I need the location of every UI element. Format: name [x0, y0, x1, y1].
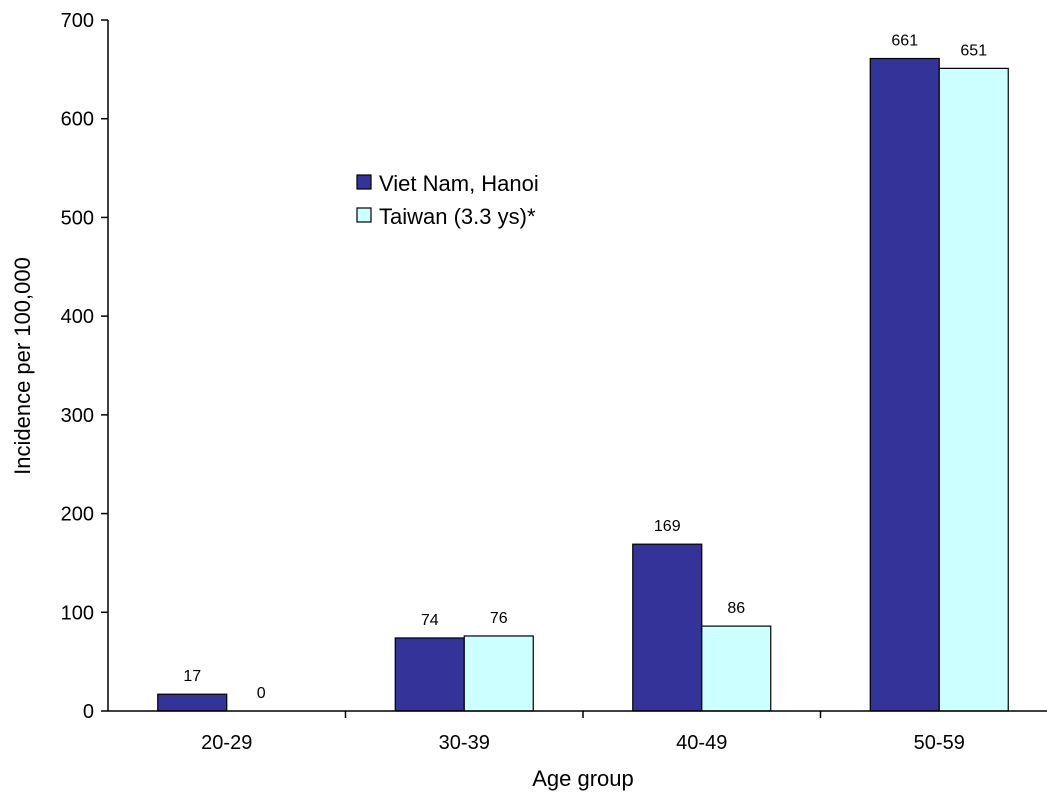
bar	[632, 543, 703, 712]
bar	[938, 67, 1009, 712]
data-label: 17	[183, 668, 201, 685]
bar	[869, 57, 940, 712]
data-label: 169	[654, 518, 681, 535]
legend-label: Taiwan (3.3 ys)*	[379, 204, 536, 229]
legend-swatch	[356, 174, 372, 190]
legend: Viet Nam, Hanoi Taiwan (3.3 ys)*	[356, 171, 539, 229]
y-tick-label: 600	[61, 109, 94, 131]
x-ticks: 20-29 30-39 40-49 50-59	[201, 711, 965, 754]
data-label: 661	[891, 32, 918, 49]
data-label: 74	[421, 612, 439, 629]
legend-swatch	[356, 207, 372, 223]
data-label: 651	[960, 42, 987, 59]
bar	[463, 635, 534, 712]
bars	[157, 57, 1009, 712]
y-tick-label: 300	[61, 405, 94, 427]
data-label: 0	[257, 685, 266, 702]
y-axis-title: Incidence per 100,000	[10, 257, 35, 475]
y-tick-label: 500	[61, 207, 94, 229]
x-tick-label: 30-39	[439, 732, 490, 754]
data-label: 76	[490, 610, 508, 627]
x-tick-label: 40-49	[676, 732, 727, 754]
x-tick-label: 50-59	[914, 732, 965, 754]
y-tick-label: 700	[61, 10, 94, 32]
y-tick-label: 0	[83, 701, 94, 723]
bar	[157, 693, 228, 712]
x-tick-label: 20-29	[201, 732, 252, 754]
data-label: 86	[727, 600, 745, 617]
y-tick-label: 200	[61, 504, 94, 526]
y-ticks: 0 100 200 300 400 500 600 700	[61, 10, 108, 723]
legend-label: Viet Nam, Hanoi	[379, 171, 539, 196]
bar	[394, 637, 465, 712]
y-tick-label: 100	[61, 602, 94, 624]
x-axis-title: Age group	[532, 766, 634, 791]
bar	[701, 625, 772, 712]
data-labels: 17 74 169 661 0 76 86 651	[183, 32, 987, 702]
y-tick-label: 400	[61, 306, 94, 328]
